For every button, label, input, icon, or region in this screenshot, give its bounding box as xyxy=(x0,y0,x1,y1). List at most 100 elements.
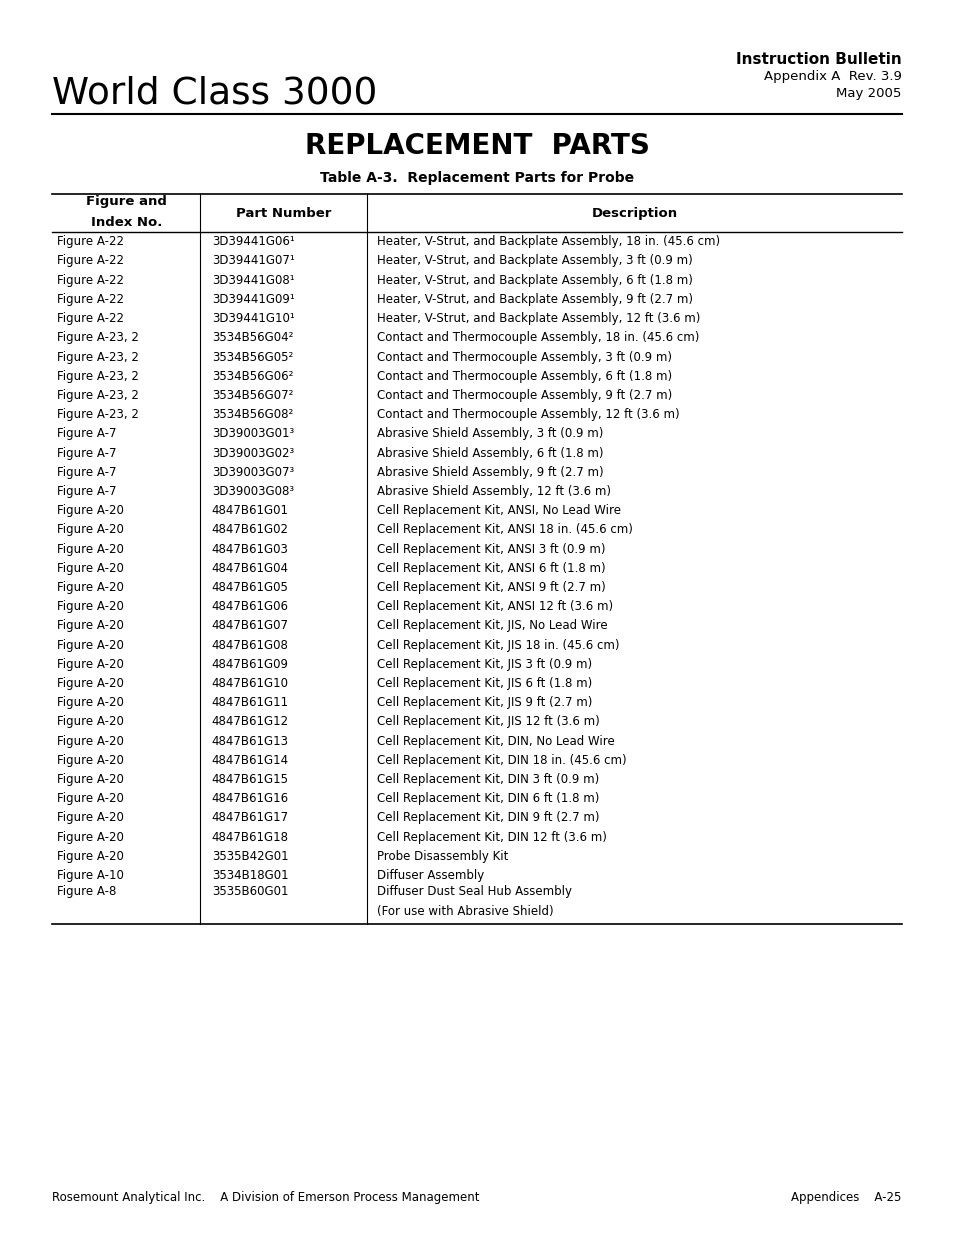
Text: Figure A-23, 2: Figure A-23, 2 xyxy=(57,351,139,363)
Text: Figure A-7: Figure A-7 xyxy=(57,485,116,498)
Text: 3D39003G07³: 3D39003G07³ xyxy=(212,466,294,479)
Text: Figure A-20: Figure A-20 xyxy=(57,811,124,825)
Text: Figure A-20: Figure A-20 xyxy=(57,792,124,805)
Text: Figure A-7: Figure A-7 xyxy=(57,447,116,459)
Text: 3534B56G07²: 3534B56G07² xyxy=(212,389,293,401)
Text: 3D39441G09¹: 3D39441G09¹ xyxy=(212,293,294,306)
Text: Cell Replacement Kit, JIS, No Lead Wire: Cell Replacement Kit, JIS, No Lead Wire xyxy=(376,620,607,632)
Text: Cell Replacement Kit, JIS 12 ft (3.6 m): Cell Replacement Kit, JIS 12 ft (3.6 m) xyxy=(376,715,598,729)
Text: Diffuser Dust Seal Hub Assembly: Diffuser Dust Seal Hub Assembly xyxy=(376,885,571,898)
Text: 3D39003G02³: 3D39003G02³ xyxy=(212,447,294,459)
Text: Table A-3.  Replacement Parts for Probe: Table A-3. Replacement Parts for Probe xyxy=(319,170,634,185)
Text: Figure A-10: Figure A-10 xyxy=(57,869,124,882)
Text: Figure A-20: Figure A-20 xyxy=(57,580,124,594)
Text: Abrasive Shield Assembly, 6 ft (1.8 m): Abrasive Shield Assembly, 6 ft (1.8 m) xyxy=(376,447,602,459)
Text: Cell Replacement Kit, DIN 18 in. (45.6 cm): Cell Replacement Kit, DIN 18 in. (45.6 c… xyxy=(376,753,626,767)
Text: 3D39441G08¹: 3D39441G08¹ xyxy=(212,274,294,287)
Text: Abrasive Shield Assembly, 3 ft (0.9 m): Abrasive Shield Assembly, 3 ft (0.9 m) xyxy=(376,427,602,441)
Text: World Class 3000: World Class 3000 xyxy=(52,75,377,112)
Text: (For use with Abrasive Shield): (For use with Abrasive Shield) xyxy=(376,904,553,918)
Text: 4847B61G15: 4847B61G15 xyxy=(212,773,289,785)
Text: Cell Replacement Kit, ANSI 6 ft (1.8 m): Cell Replacement Kit, ANSI 6 ft (1.8 m) xyxy=(376,562,605,574)
Text: 4847B61G14: 4847B61G14 xyxy=(212,753,289,767)
Text: Abrasive Shield Assembly, 12 ft (3.6 m): Abrasive Shield Assembly, 12 ft (3.6 m) xyxy=(376,485,610,498)
Text: 3534B56G04²: 3534B56G04² xyxy=(212,331,293,345)
Text: Figure A-7: Figure A-7 xyxy=(57,427,116,441)
Text: 3534B56G06²: 3534B56G06² xyxy=(212,369,293,383)
Text: Contact and Thermocouple Assembly, 3 ft (0.9 m): Contact and Thermocouple Assembly, 3 ft … xyxy=(376,351,671,363)
Text: 4847B61G06: 4847B61G06 xyxy=(212,600,289,613)
Text: Cell Replacement Kit, ANSI, No Lead Wire: Cell Replacement Kit, ANSI, No Lead Wire xyxy=(376,504,620,517)
Text: 4847B61G13: 4847B61G13 xyxy=(212,735,289,747)
Text: Cell Replacement Kit, JIS 6 ft (1.8 m): Cell Replacement Kit, JIS 6 ft (1.8 m) xyxy=(376,677,592,690)
Text: Figure A-20: Figure A-20 xyxy=(57,658,124,671)
Text: 3534B18G01: 3534B18G01 xyxy=(212,869,288,882)
Text: 4847B61G11: 4847B61G11 xyxy=(212,697,289,709)
Text: Figure A-23, 2: Figure A-23, 2 xyxy=(57,389,139,401)
Text: Figure A-20: Figure A-20 xyxy=(57,524,124,536)
Text: Rosemount Analytical Inc.    A Division of Emerson Process Management: Rosemount Analytical Inc. A Division of … xyxy=(52,1192,479,1204)
Text: 4847B61G17: 4847B61G17 xyxy=(212,811,289,825)
Text: 4847B61G01: 4847B61G01 xyxy=(212,504,289,517)
Text: Cell Replacement Kit, JIS 3 ft (0.9 m): Cell Replacement Kit, JIS 3 ft (0.9 m) xyxy=(376,658,591,671)
Text: 3D39441G06¹: 3D39441G06¹ xyxy=(212,236,294,248)
Text: Figure A-23, 2: Figure A-23, 2 xyxy=(57,369,139,383)
Text: Figure A-20: Figure A-20 xyxy=(57,773,124,785)
Text: Appendices    A-25: Appendices A-25 xyxy=(790,1192,901,1204)
Text: Cell Replacement Kit, DIN, No Lead Wire: Cell Replacement Kit, DIN, No Lead Wire xyxy=(376,735,614,747)
Text: Figure A-20: Figure A-20 xyxy=(57,600,124,613)
Text: 4847B61G05: 4847B61G05 xyxy=(212,580,289,594)
Text: Figure A-20: Figure A-20 xyxy=(57,504,124,517)
Text: Cell Replacement Kit, ANSI 3 ft (0.9 m): Cell Replacement Kit, ANSI 3 ft (0.9 m) xyxy=(376,542,605,556)
Text: 3D39003G08³: 3D39003G08³ xyxy=(212,485,294,498)
Text: 4847B61G08: 4847B61G08 xyxy=(212,638,289,652)
Text: Figure A-20: Figure A-20 xyxy=(57,542,124,556)
Text: Figure A-20: Figure A-20 xyxy=(57,715,124,729)
Text: Figure A-20: Figure A-20 xyxy=(57,677,124,690)
Text: Instruction Bulletin: Instruction Bulletin xyxy=(735,52,901,67)
Text: Figure A-22: Figure A-22 xyxy=(57,293,124,306)
Text: Appendix A  Rev. 3.9: Appendix A Rev. 3.9 xyxy=(762,70,901,83)
Text: 3D39441G10¹: 3D39441G10¹ xyxy=(212,312,294,325)
Text: 4847B61G03: 4847B61G03 xyxy=(212,542,289,556)
Text: 3535B42G01: 3535B42G01 xyxy=(212,850,288,863)
Text: 4847B61G04: 4847B61G04 xyxy=(212,562,289,574)
Text: 3535B60G01: 3535B60G01 xyxy=(212,885,288,898)
Text: 4847B61G02: 4847B61G02 xyxy=(212,524,289,536)
Text: Cell Replacement Kit, DIN 6 ft (1.8 m): Cell Replacement Kit, DIN 6 ft (1.8 m) xyxy=(376,792,598,805)
Text: Figure A-20: Figure A-20 xyxy=(57,620,124,632)
Text: 4847B61G12: 4847B61G12 xyxy=(212,715,289,729)
Text: 3534B56G08²: 3534B56G08² xyxy=(212,408,293,421)
Text: Index No.: Index No. xyxy=(91,216,162,230)
Text: Figure A-20: Figure A-20 xyxy=(57,753,124,767)
Text: Heater, V-Strut, and Backplate Assembly, 18 in. (45.6 cm): Heater, V-Strut, and Backplate Assembly,… xyxy=(376,236,720,248)
Text: Figure A-20: Figure A-20 xyxy=(57,850,124,863)
Text: Contact and Thermocouple Assembly, 12 ft (3.6 m): Contact and Thermocouple Assembly, 12 ft… xyxy=(376,408,679,421)
Text: Figure A-22: Figure A-22 xyxy=(57,236,124,248)
Text: Part Number: Part Number xyxy=(236,206,331,220)
Text: Description: Description xyxy=(591,206,677,220)
Text: Figure and: Figure and xyxy=(86,195,167,209)
Text: Figure A-23, 2: Figure A-23, 2 xyxy=(57,408,139,421)
Text: Figure A-8: Figure A-8 xyxy=(57,885,116,898)
Text: Cell Replacement Kit, JIS 9 ft (2.7 m): Cell Replacement Kit, JIS 9 ft (2.7 m) xyxy=(376,697,592,709)
Text: Cell Replacement Kit, DIN 9 ft (2.7 m): Cell Replacement Kit, DIN 9 ft (2.7 m) xyxy=(376,811,598,825)
Text: 4847B61G18: 4847B61G18 xyxy=(212,831,289,844)
Text: Cell Replacement Kit, ANSI 12 ft (3.6 m): Cell Replacement Kit, ANSI 12 ft (3.6 m) xyxy=(376,600,613,613)
Text: Figure A-23, 2: Figure A-23, 2 xyxy=(57,331,139,345)
Text: Figure A-20: Figure A-20 xyxy=(57,562,124,574)
Text: 4847B61G16: 4847B61G16 xyxy=(212,792,289,805)
Text: Probe Disassembly Kit: Probe Disassembly Kit xyxy=(376,850,508,863)
Text: May 2005: May 2005 xyxy=(835,88,901,100)
Text: Figure A-7: Figure A-7 xyxy=(57,466,116,479)
Text: Heater, V-Strut, and Backplate Assembly, 6 ft (1.8 m): Heater, V-Strut, and Backplate Assembly,… xyxy=(376,274,692,287)
Text: Figure A-20: Figure A-20 xyxy=(57,831,124,844)
Text: 3D39003G01³: 3D39003G01³ xyxy=(212,427,294,441)
Text: 3534B56G05²: 3534B56G05² xyxy=(212,351,293,363)
Text: Figure A-22: Figure A-22 xyxy=(57,312,124,325)
Text: Figure A-20: Figure A-20 xyxy=(57,735,124,747)
Text: Figure A-20: Figure A-20 xyxy=(57,638,124,652)
Text: Cell Replacement Kit, ANSI 9 ft (2.7 m): Cell Replacement Kit, ANSI 9 ft (2.7 m) xyxy=(376,580,605,594)
Text: Figure A-22: Figure A-22 xyxy=(57,274,124,287)
Text: Figure A-20: Figure A-20 xyxy=(57,697,124,709)
